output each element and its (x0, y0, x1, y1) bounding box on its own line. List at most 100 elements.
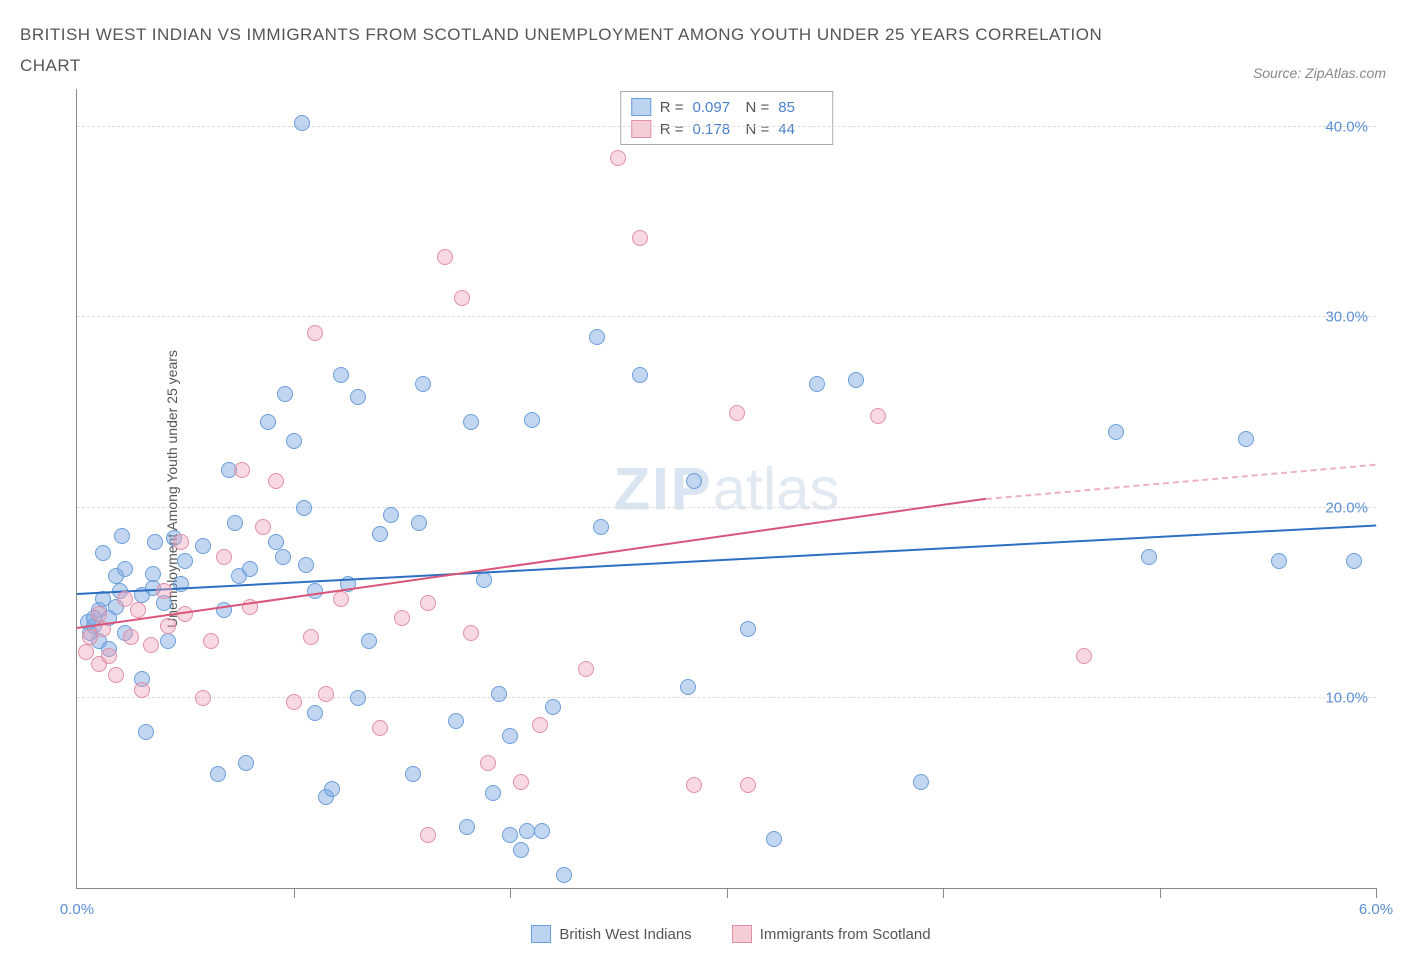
r-value-1: 0.178 (693, 121, 737, 138)
scatter-point (101, 648, 117, 664)
scatter-point (372, 720, 388, 736)
scatter-point (177, 553, 193, 569)
scatter-point (216, 549, 232, 565)
n-label: N = (743, 99, 773, 116)
y-tick-label: 30.0% (1325, 309, 1368, 326)
scatter-point (524, 412, 540, 428)
scatter-point (324, 781, 340, 797)
scatter-point (463, 414, 479, 430)
scatter-point (361, 633, 377, 649)
scatter-point (420, 595, 436, 611)
watermark: ZIPatlas (613, 454, 839, 523)
scatter-point (238, 755, 254, 771)
scatter-point (78, 644, 94, 660)
scatter-point (372, 526, 388, 542)
scatter-point (143, 637, 159, 653)
y-tick-label: 20.0% (1325, 499, 1368, 516)
scatter-point (160, 633, 176, 649)
scatter-point (809, 376, 825, 392)
scatter-point (383, 507, 399, 523)
scatter-point (502, 728, 518, 744)
x-tick-label-right: 6.0% (1359, 901, 1393, 918)
scatter-point (632, 230, 648, 246)
scatter-point (145, 566, 161, 582)
scatter-point (593, 519, 609, 535)
n-value-0: 85 (778, 99, 822, 116)
scatter-point (411, 515, 427, 531)
scatter-point (91, 606, 107, 622)
scatter-point (534, 823, 550, 839)
scatter-point (203, 633, 219, 649)
scatter-point (729, 405, 745, 421)
scatter-point (740, 621, 756, 637)
x-tick (294, 888, 295, 898)
n-value-1: 44 (778, 121, 822, 138)
scatter-point (298, 557, 314, 573)
scatter-point (610, 150, 626, 166)
scatter-point (147, 534, 163, 550)
swatch-icon (531, 925, 551, 943)
scatter-point (556, 867, 572, 883)
scatter-point (740, 777, 756, 793)
n-label: N = (743, 121, 773, 138)
scatter-point (350, 389, 366, 405)
scatter-point (686, 777, 702, 793)
scatter-point (1076, 648, 1092, 664)
scatter-point (123, 629, 139, 645)
r-label: R = (657, 99, 687, 116)
scatter-point (1141, 549, 1157, 565)
gridline (77, 697, 1376, 698)
scatter-point (485, 785, 501, 801)
scatter-point (268, 534, 284, 550)
scatter-point (1346, 553, 1362, 569)
series-legend: British West Indians Immigrants from Sco… (76, 925, 1386, 943)
scatter-point (1271, 553, 1287, 569)
legend-label-0: British West Indians (559, 926, 691, 943)
scatter-point (255, 519, 271, 535)
legend-label-1: Immigrants from Scotland (760, 926, 931, 943)
scatter-point (173, 534, 189, 550)
scatter-point (632, 367, 648, 383)
scatter-point (578, 661, 594, 677)
scatter-point (195, 690, 211, 706)
scatter-point (589, 329, 605, 345)
scatter-point (420, 827, 436, 843)
scatter-point (686, 473, 702, 489)
scatter-point (476, 572, 492, 588)
x-tick (727, 888, 728, 898)
trend-line (77, 498, 987, 629)
y-tick-label: 40.0% (1325, 119, 1368, 136)
scatter-point (513, 842, 529, 858)
trend-line-extrapolated (986, 464, 1376, 500)
scatter-point (350, 690, 366, 706)
watermark-atlas: atlas (713, 455, 840, 522)
scatter-point (130, 602, 146, 618)
scatter-point (318, 686, 334, 702)
scatter-point (307, 325, 323, 341)
scatter-point (160, 618, 176, 634)
scatter-point (463, 625, 479, 641)
scatter-point (437, 249, 453, 265)
scatter-point (532, 717, 548, 733)
scatter-point (260, 414, 276, 430)
scatter-point (195, 538, 211, 554)
scatter-point (394, 610, 410, 626)
chart-title: BRITISH WEST INDIAN VS IMMIGRANTS FROM S… (20, 20, 1120, 81)
x-tick-label-left: 0.0% (60, 901, 94, 918)
gridline (77, 507, 1376, 508)
legend-item-0: British West Indians (531, 925, 691, 943)
scatter-point (286, 694, 302, 710)
x-tick (943, 888, 944, 898)
r-label: R = (657, 121, 687, 138)
scatter-point (210, 766, 226, 782)
scatter-point (138, 724, 154, 740)
scatter-point (1108, 424, 1124, 440)
correlation-row-0: R = 0.097 N = 85 (631, 96, 823, 118)
scatter-point (448, 713, 464, 729)
scatter-point (156, 583, 172, 599)
scatter-point (519, 823, 535, 839)
source-attribution: Source: ZipAtlas.com (1253, 65, 1386, 81)
scatter-point (277, 386, 293, 402)
legend-item-1: Immigrants from Scotland (732, 925, 931, 943)
watermark-zip: ZIP (613, 455, 712, 522)
